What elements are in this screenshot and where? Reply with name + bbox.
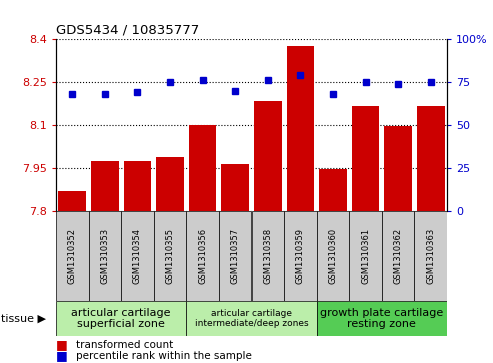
Bar <box>317 301 447 336</box>
Bar <box>91 161 119 211</box>
Bar <box>352 106 380 211</box>
Text: GSM1310352: GSM1310352 <box>68 228 77 284</box>
Text: GSM1310362: GSM1310362 <box>393 228 403 284</box>
Bar <box>284 211 317 301</box>
Bar <box>154 211 186 301</box>
Bar <box>221 164 249 211</box>
Bar <box>186 301 317 336</box>
Bar <box>382 211 415 301</box>
Text: GSM1310363: GSM1310363 <box>426 228 435 284</box>
Bar <box>56 301 186 336</box>
Text: GSM1310354: GSM1310354 <box>133 228 142 284</box>
Bar <box>349 211 382 301</box>
Bar <box>124 161 151 211</box>
Bar <box>417 106 445 211</box>
Bar <box>317 211 349 301</box>
Bar <box>286 46 314 211</box>
Bar <box>156 156 184 211</box>
Text: transformed count: transformed count <box>76 340 173 350</box>
Text: ■: ■ <box>56 350 68 363</box>
Text: GSM1310356: GSM1310356 <box>198 228 207 284</box>
Text: tissue ▶: tissue ▶ <box>1 314 46 323</box>
Bar <box>59 191 86 211</box>
Text: GSM1310361: GSM1310361 <box>361 228 370 284</box>
Bar <box>251 211 284 301</box>
Bar <box>415 211 447 301</box>
Bar <box>56 211 89 301</box>
Bar <box>89 211 121 301</box>
Text: GSM1310358: GSM1310358 <box>263 228 272 284</box>
Text: growth plate cartilage
resting zone: growth plate cartilage resting zone <box>320 308 444 329</box>
Text: articular cartilage
superficial zone: articular cartilage superficial zone <box>71 308 171 329</box>
Bar <box>254 101 282 211</box>
Bar <box>319 170 347 211</box>
Text: GSM1310360: GSM1310360 <box>328 228 337 284</box>
Text: GSM1310359: GSM1310359 <box>296 228 305 284</box>
Text: ■: ■ <box>56 339 68 351</box>
Text: percentile rank within the sample: percentile rank within the sample <box>76 351 251 361</box>
Bar <box>384 126 412 211</box>
Bar <box>121 211 154 301</box>
Bar <box>186 211 219 301</box>
Text: GSM1310357: GSM1310357 <box>231 228 240 284</box>
Text: GSM1310355: GSM1310355 <box>166 228 175 284</box>
Text: GDS5434 / 10835777: GDS5434 / 10835777 <box>56 24 199 36</box>
Text: GSM1310353: GSM1310353 <box>101 228 109 284</box>
Bar <box>189 125 216 211</box>
Bar <box>219 211 251 301</box>
Text: articular cartilage
intermediate/deep zones: articular cartilage intermediate/deep zo… <box>195 309 308 328</box>
